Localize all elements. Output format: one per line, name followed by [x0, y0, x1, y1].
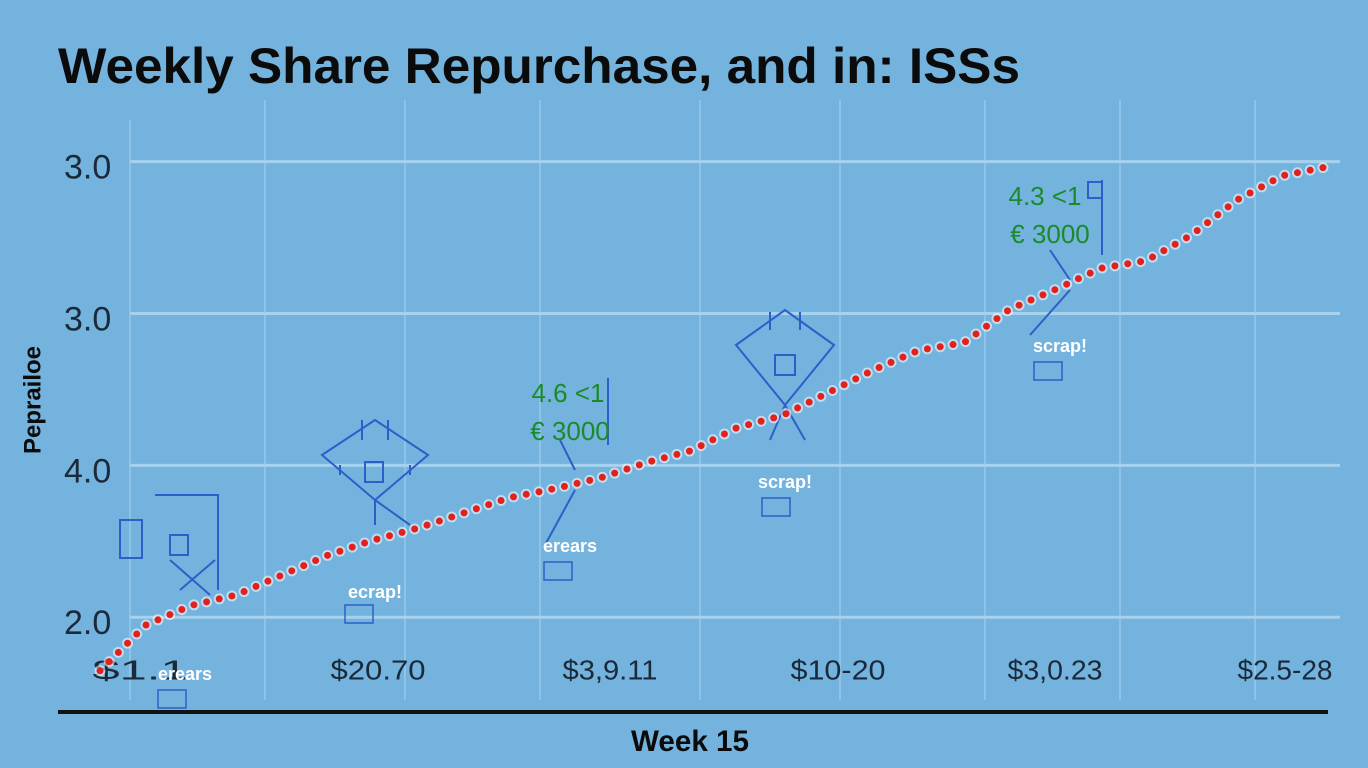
annotation: ecrap!: [348, 582, 402, 602]
y-tick-label: 3.0: [64, 300, 111, 338]
annotation: erears: [158, 664, 212, 684]
annotation: € 3000: [1010, 219, 1090, 249]
annotation: 4.3 <1: [1008, 181, 1081, 211]
line-series: [96, 163, 1332, 675]
x-tick-label: $10-20: [791, 654, 886, 685]
annotation: 4.6 <1: [531, 378, 604, 408]
chart-title: Weekly Share Repurchase, and in: ISSs: [58, 38, 1020, 94]
vertical-grid: [129, 100, 1256, 700]
placeholder-labels: [157, 361, 1063, 709]
icons: [119, 180, 1103, 596]
x-tick-label: $3,0.23: [1008, 654, 1103, 685]
x-tick-label: $3,9.11: [563, 654, 658, 685]
x-tick-label: $20.70: [331, 654, 426, 685]
annotation: erears: [543, 536, 597, 556]
annotation: scrap!: [1033, 336, 1087, 356]
y-tick-label: 3.0: [64, 149, 111, 187]
y-tick-label: 2.0: [64, 604, 111, 642]
y-axis-label: Peprailoe: [19, 346, 46, 454]
annotation: € 3000: [530, 416, 610, 446]
y-tick-label: 4.0: [64, 452, 111, 490]
annotation: scrap!: [758, 472, 812, 492]
x-tick-label: $2.5-28: [1238, 654, 1333, 685]
x-axis-label: Week 15: [631, 725, 749, 758]
grid: [130, 160, 1340, 619]
